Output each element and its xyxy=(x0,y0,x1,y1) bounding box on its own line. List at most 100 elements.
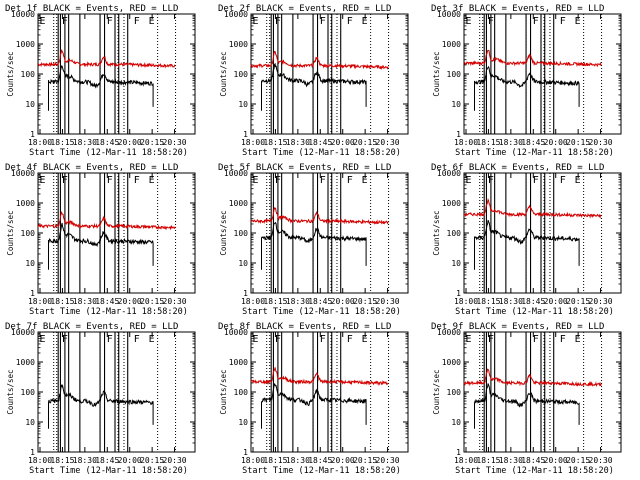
detector-panel-8: Det 8f BLACK = Events, RED = LLD 1 10 100 10… xyxy=(218,322,409,476)
x-tick-label: 20:00 xyxy=(331,297,355,306)
x-tick-label: 18:30 xyxy=(499,297,523,306)
y-tick-label: 1 xyxy=(456,448,461,457)
interval-marker: E xyxy=(149,334,155,345)
detector-panel-4: Det 4f BLACK = Events, RED = LLD 1 10 100 10… xyxy=(5,163,196,317)
y-tick-label: 100 xyxy=(234,388,249,397)
interval-marker: E xyxy=(575,334,581,345)
y-axis-label: Counts/sec xyxy=(6,51,15,96)
y-tick-label: 100 xyxy=(447,70,462,79)
y-tick-label: 1 xyxy=(243,289,248,298)
y-axis-label: Counts/sec xyxy=(6,369,15,414)
interval-marker: F xyxy=(533,334,539,345)
x-tick-label: 18:45 xyxy=(521,456,545,465)
x-tick-label: 18:15 xyxy=(263,138,287,147)
y-tick-label: 1000 xyxy=(229,358,248,367)
x-tick-label: 18:30 xyxy=(286,456,310,465)
interval-marker: E xyxy=(252,334,258,345)
x-tick-label: 18:00 xyxy=(28,297,52,306)
interval-marker: F xyxy=(107,16,113,27)
x-tick-label: 18:00 xyxy=(28,456,52,465)
x-tick-label: 18:45 xyxy=(521,138,545,147)
lld-rate-series xyxy=(464,197,602,220)
interval-marker: E xyxy=(362,16,368,27)
interval-marker: F xyxy=(62,175,68,186)
event-rate-series xyxy=(261,221,367,270)
y-tick-label: 100 xyxy=(21,388,36,397)
y-tick-label: 1 xyxy=(243,448,248,457)
x-tick-label: 18:00 xyxy=(454,138,478,147)
x-tick-label: 18:00 xyxy=(28,138,52,147)
plot-frame xyxy=(37,13,196,135)
x-tick-label: 20:15 xyxy=(566,138,590,147)
x-tick-label: 20:00 xyxy=(544,297,568,306)
x-tick-label: 18:45 xyxy=(308,138,332,147)
x-tick-label: 20:00 xyxy=(118,297,142,306)
interval-marker: E xyxy=(362,175,368,186)
y-tick-label: 10000 xyxy=(224,328,248,337)
interval-marker: E xyxy=(465,16,471,27)
interval-marker: F xyxy=(560,16,566,27)
y-tick-label: 1000 xyxy=(442,199,461,208)
panel-title: Det 9f BLACK = Events, RED = LLD xyxy=(431,322,604,332)
interval-marker: E xyxy=(575,16,581,27)
x-tick-label: 18:30 xyxy=(286,297,310,306)
y-tick-label: 1000 xyxy=(229,199,248,208)
y-tick-label: 10 xyxy=(238,418,248,427)
y-tick-label: 1 xyxy=(456,289,461,298)
detector-panel-5: Det 5f BLACK = Events, RED = LLD 1 10 100 10… xyxy=(218,163,409,317)
detector-panel-9: Det 9f BLACK = Events, RED = LLD 1 10 100 10… xyxy=(431,322,622,476)
x-tick-label: 18:30 xyxy=(73,456,97,465)
event-rate-series xyxy=(48,383,154,429)
interval-marker: F xyxy=(488,175,494,186)
y-tick-label: 10000 xyxy=(11,10,35,19)
interval-marker: F xyxy=(560,175,566,186)
x-tick-label: 18:15 xyxy=(50,297,74,306)
panel-title: Det 5f BLACK = Events, RED = LLD xyxy=(218,163,391,173)
interval-marker: F xyxy=(275,16,281,27)
x-axis-label: Start Time (12-Mar-11 18:58:20) xyxy=(29,307,188,317)
detector-panel-2: Det 2f BLACK = Events, RED = LLD 1 10 100 10… xyxy=(218,4,409,158)
interval-marker: F xyxy=(275,175,281,186)
y-axis-label: Counts/sec xyxy=(219,210,228,255)
y-axis-label: Counts/sec xyxy=(432,210,441,255)
x-tick-label: 20:00 xyxy=(118,456,142,465)
x-tick-label: 20:30 xyxy=(589,456,613,465)
detector-panel-3: Det 3f BLACK = Events, RED = LLD 1 10 100 10… xyxy=(431,4,622,158)
x-tick-label: 18:30 xyxy=(499,138,523,147)
plot-frame xyxy=(463,331,622,453)
x-tick-label: 18:00 xyxy=(454,456,478,465)
panel-title: Det 2f BLACK = Events, RED = LLD xyxy=(218,4,391,14)
x-tick-label: 20:15 xyxy=(566,456,590,465)
interval-marker: F xyxy=(347,175,353,186)
y-tick-label: 100 xyxy=(21,229,36,238)
lld-rate-series xyxy=(463,368,602,388)
x-tick-label: 20:30 xyxy=(163,138,187,147)
lld-rate-series xyxy=(37,210,176,231)
y-tick-label: 10 xyxy=(238,100,248,109)
y-tick-label: 1000 xyxy=(442,40,461,49)
interval-marker: E xyxy=(39,16,45,27)
x-axis-label: Start Time (12-Mar-11 18:58:20) xyxy=(455,466,614,476)
interval-marker: F xyxy=(275,334,281,345)
y-tick-label: 10000 xyxy=(437,169,461,178)
x-tick-label: 18:30 xyxy=(499,456,523,465)
x-tick-label: 18:15 xyxy=(50,456,74,465)
interval-marker: F xyxy=(107,334,113,345)
interval-marker: F xyxy=(320,16,326,27)
y-tick-label: 1 xyxy=(456,130,461,139)
x-tick-label: 20:00 xyxy=(331,138,355,147)
x-tick-label: 18:15 xyxy=(476,456,500,465)
plot-frame xyxy=(250,13,409,135)
x-tick-label: 20:15 xyxy=(353,297,377,306)
interval-marker: F xyxy=(488,334,494,345)
lld-rate-series xyxy=(250,50,389,71)
y-axis-label: Counts/sec xyxy=(219,51,228,96)
panel-title: Det 3f BLACK = Events, RED = LLD xyxy=(431,4,604,14)
interval-marker: E xyxy=(39,334,45,345)
x-tick-label: 20:00 xyxy=(544,138,568,147)
y-axis-label: Counts/sec xyxy=(432,369,441,414)
panel-title: Det 6f BLACK = Events, RED = LLD xyxy=(431,163,604,173)
interval-marker: F xyxy=(62,334,68,345)
y-tick-label: 1 xyxy=(30,130,35,139)
interval-marker: F xyxy=(533,16,539,27)
